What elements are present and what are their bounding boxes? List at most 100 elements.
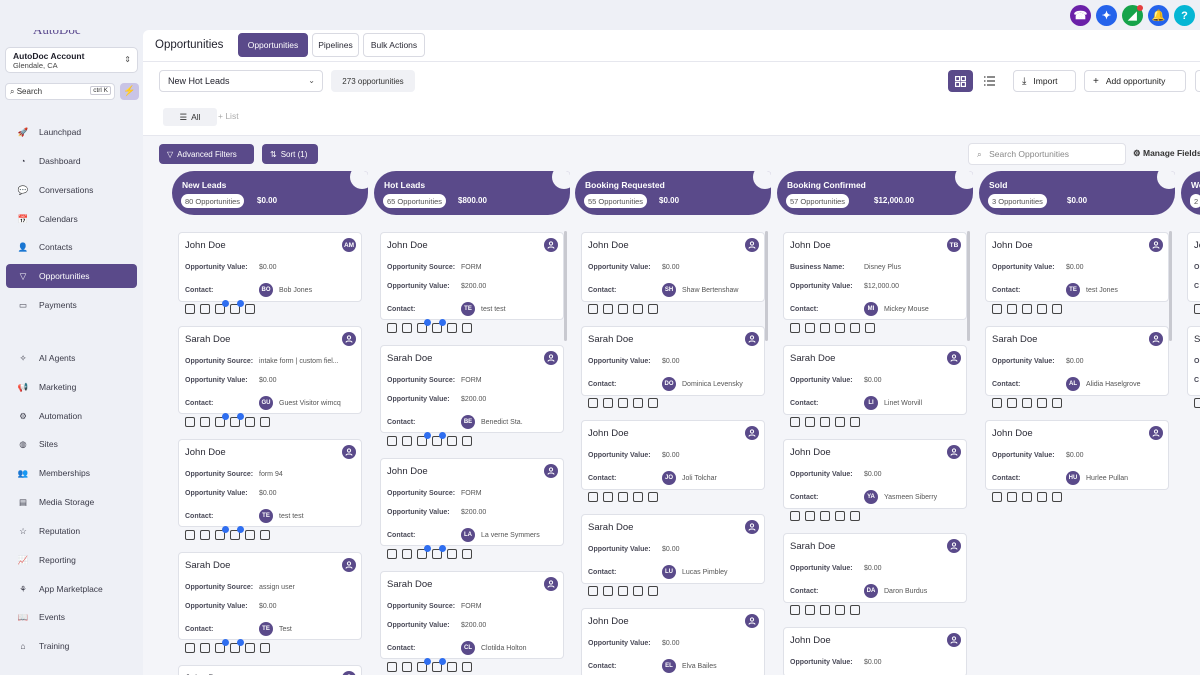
task-icon[interactable] xyxy=(1037,492,1047,502)
calendar-icon[interactable] xyxy=(260,530,270,540)
calendar-icon[interactable] xyxy=(648,492,658,502)
calendar-icon[interactable] xyxy=(865,323,875,333)
task-icon[interactable] xyxy=(835,417,845,427)
task-icon[interactable] xyxy=(230,300,244,314)
sidebar-item-memberships[interactable]: 👥 Memberships xyxy=(6,461,137,485)
task-icon[interactable] xyxy=(633,586,643,596)
note-icon[interactable] xyxy=(1022,304,1032,314)
opportunity-card[interactable]: John Doe Opportunity Source: form 94 Opport… xyxy=(178,439,362,540)
add-list-button[interactable]: + List xyxy=(218,108,239,121)
opportunity-card[interactable]: John Doe Opportunity Value: $0.00 Contact: H… xyxy=(985,420,1169,502)
tag-icon[interactable] xyxy=(215,526,229,540)
assign-user-icon[interactable] xyxy=(342,671,356,675)
task-icon[interactable] xyxy=(245,530,255,540)
opportunity-card[interactable]: Sarah Doe Opportunity Source: assign user O… xyxy=(178,552,362,653)
calendar-icon[interactable] xyxy=(462,323,472,333)
task-icon[interactable] xyxy=(447,323,457,333)
calendar-icon[interactable] xyxy=(462,549,472,559)
message-icon[interactable] xyxy=(588,492,598,502)
sidebar-item-dashboard[interactable]: ◔ Dashboard xyxy=(6,149,137,173)
message-icon[interactable] xyxy=(185,304,195,314)
note-icon[interactable] xyxy=(820,605,830,615)
assign-user-icon[interactable] xyxy=(745,426,759,440)
phone-icon[interactable] xyxy=(387,549,397,559)
assignee-avatar[interactable]: AM xyxy=(342,238,356,252)
note-icon[interactable] xyxy=(215,300,229,314)
task-icon[interactable] xyxy=(850,323,860,333)
task-icon[interactable] xyxy=(447,436,457,446)
message-icon[interactable] xyxy=(1194,398,1200,408)
opportunity-card[interactable]: John Doe Opportunity Source: FORM Opportuni… xyxy=(380,458,564,559)
sidebar-item-training[interactable]: ⌂ Training xyxy=(6,634,137,658)
phone-icon[interactable] xyxy=(790,323,800,333)
message-icon[interactable] xyxy=(402,323,412,333)
message-icon[interactable] xyxy=(200,643,210,653)
assign-user-icon[interactable] xyxy=(745,238,759,252)
opportunity-card[interactable]: John Doe Opportunity Source: FORM Opportuni… xyxy=(380,232,564,333)
opportunity-card[interactable]: Sarah Doe Opportunity Value: $0.00 Contact:… xyxy=(783,345,967,427)
account-switcher[interactable]: AutoDoc Account Glendale, CA ⇕ xyxy=(5,47,138,73)
tag-icon[interactable] xyxy=(417,545,431,559)
tag-icon[interactable] xyxy=(417,432,431,446)
note-icon[interactable] xyxy=(230,526,244,540)
sidebar-search-input[interactable]: ⌕ Search ctrl K xyxy=(5,83,115,100)
task-icon[interactable] xyxy=(1037,304,1047,314)
opportunity-card[interactable]: Sarah Doe Opportunity Source: FORM Opportun… xyxy=(380,571,564,672)
sidebar-item-opportunities[interactable]: ▽ Opportunities xyxy=(6,264,137,288)
opportunity-card[interactable]: John Doe xyxy=(178,665,362,675)
message-icon[interactable] xyxy=(790,605,800,615)
column-scrollbar[interactable] xyxy=(967,231,970,341)
message-icon[interactable] xyxy=(992,398,1002,408)
message-icon[interactable] xyxy=(200,530,210,540)
note-icon[interactable] xyxy=(618,398,628,408)
phone-icon[interactable]: ☎ xyxy=(1070,5,1091,26)
sidebar-item-reporting[interactable]: 📈 Reporting xyxy=(6,548,137,572)
tag-icon[interactable] xyxy=(417,658,431,672)
opportunity-search-input[interactable]: ⌕ Search Opportunities xyxy=(968,143,1126,165)
tag-icon[interactable] xyxy=(603,304,613,314)
note-icon[interactable] xyxy=(820,511,830,521)
calendar-icon[interactable] xyxy=(648,304,658,314)
opportunity-card[interactable]: John Doe Opportunity Value: $0.00 Contact: S… xyxy=(581,232,765,314)
column-scrollbar[interactable] xyxy=(1169,231,1172,341)
sidebar-item-ai-agents[interactable]: ✧ AI Agents xyxy=(6,346,137,370)
column-scrollbar[interactable] xyxy=(765,231,768,341)
assign-user-icon[interactable] xyxy=(544,464,558,478)
more-button[interactable] xyxy=(1195,70,1200,92)
advanced-filters-button[interactable]: ▽ Advanced Filters xyxy=(159,144,254,164)
tag-icon[interactable] xyxy=(417,319,431,333)
message-icon[interactable] xyxy=(790,511,800,521)
assign-user-icon[interactable] xyxy=(745,332,759,346)
assign-user-icon[interactable] xyxy=(947,445,961,459)
grid-view-button[interactable] xyxy=(948,70,973,92)
note-icon[interactable] xyxy=(230,413,244,427)
tag-icon[interactable] xyxy=(603,398,613,408)
tag-icon[interactable] xyxy=(1007,304,1017,314)
phone-icon[interactable] xyxy=(387,662,397,672)
note-icon[interactable] xyxy=(835,323,845,333)
assign-user-icon[interactable] xyxy=(745,520,759,534)
sidebar-item-reputation[interactable]: ☆ Reputation xyxy=(6,519,137,543)
phone-icon[interactable] xyxy=(185,417,195,427)
opportunity-card[interactable]: Sarah Doe Opportunity Value: $0.00 Contact:… xyxy=(581,326,765,408)
assign-user-icon[interactable] xyxy=(342,445,356,459)
pipeline-select[interactable]: New Hot Leads ⌄ xyxy=(159,70,323,92)
filter-all-tab[interactable]: ☰ All xyxy=(163,108,217,126)
sidebar-item-automation[interactable]: ⚙ Automation xyxy=(6,404,137,428)
task-icon[interactable] xyxy=(633,492,643,502)
calendar-icon[interactable] xyxy=(1052,492,1062,502)
assign-user-icon[interactable] xyxy=(1149,238,1163,252)
tag-icon[interactable] xyxy=(215,413,229,427)
column-scrollbar[interactable] xyxy=(564,231,567,341)
task-icon[interactable] xyxy=(835,605,845,615)
tab-opportunities[interactable]: Opportunities xyxy=(238,33,308,57)
assignee-avatar[interactable]: TB xyxy=(947,238,961,252)
sidebar-item-media-storage[interactable]: ▤ Media Storage xyxy=(6,490,137,514)
tab-pipelines[interactable]: Pipelines xyxy=(312,33,359,57)
tag-icon[interactable] xyxy=(805,417,815,427)
tag-icon[interactable] xyxy=(805,511,815,521)
assign-user-icon[interactable] xyxy=(947,539,961,553)
assign-user-icon[interactable] xyxy=(342,558,356,572)
message-icon[interactable] xyxy=(402,549,412,559)
message-icon[interactable] xyxy=(805,323,815,333)
